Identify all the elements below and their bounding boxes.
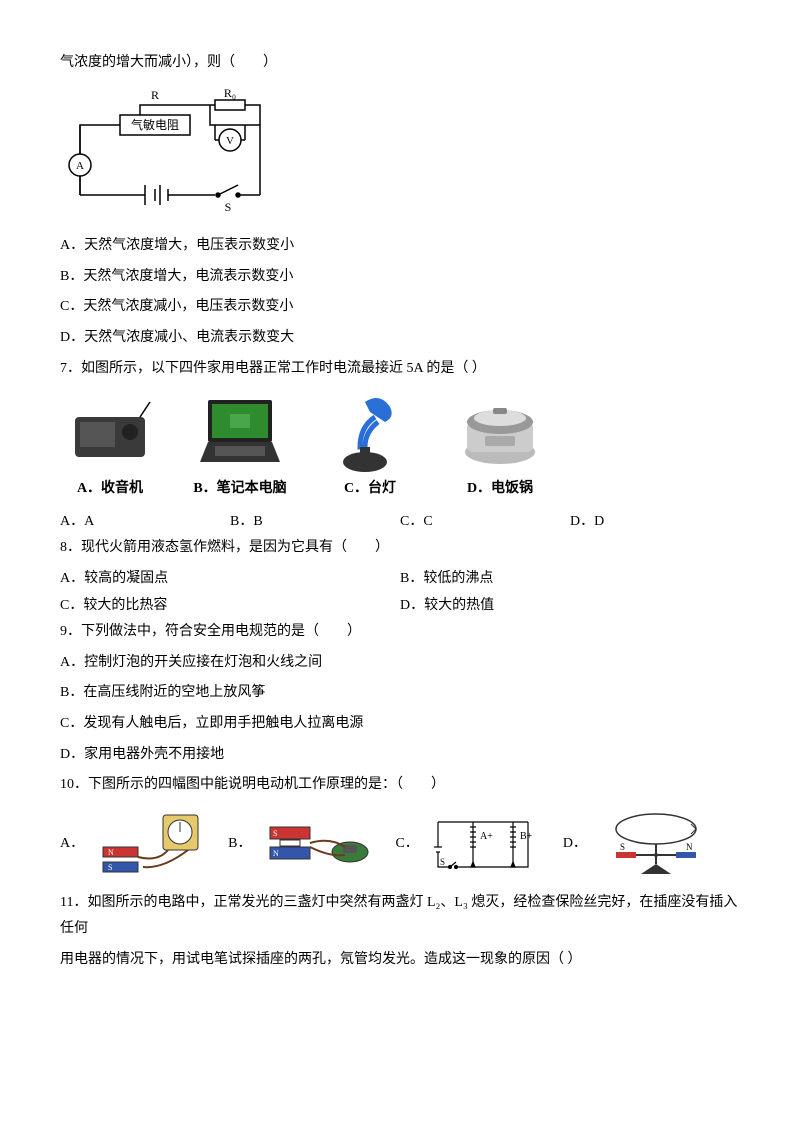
appliance-laptop: B．笔记本电脑	[190, 392, 290, 503]
voltmeter-label: V	[226, 135, 234, 147]
r-label: R	[151, 88, 159, 102]
circuit-diagram: 气敏电阻 R R₀ V A S	[60, 85, 740, 226]
appliance-lamp-label: C．台灯	[320, 476, 420, 503]
q10d-s: S	[620, 842, 625, 852]
q8-option-d: D．较大的热值	[400, 593, 740, 620]
q8-option-c: C．较大的比热容	[60, 593, 400, 620]
svg-text:N: N	[273, 849, 279, 858]
q7-answer-b: B．B	[230, 509, 400, 536]
appliance-radio: A．收音机	[60, 392, 160, 503]
q10-fig-a: A． N S	[60, 807, 218, 882]
q10-fig-b: B． S N	[228, 807, 385, 882]
appliance-laptop-label: B．笔记本电脑	[190, 476, 290, 503]
appliance-radio-label: A．收音机	[60, 476, 160, 503]
q8-option-a: A．较高的凝固点	[60, 566, 400, 593]
q8-option-b: B．较低的沸点	[400, 566, 740, 593]
ammeter-label: A	[76, 160, 84, 172]
q10-label-a: A．	[60, 831, 84, 858]
gas-box-label: 气敏电阻	[131, 117, 179, 132]
svg-text:S: S	[440, 857, 445, 867]
q11-line1: 11．如图所示的电路中，正常发光的三盏灯中突然有两盏灯 L₂、L₃ 熄灭，经检查…	[60, 890, 740, 943]
q8-stem: 8．现代火箭用液态氢作燃料，是因为它具有（ ）	[60, 535, 740, 562]
q9-stem: 9．下列做法中，符合安全用电规范的是（ ）	[60, 619, 740, 646]
q9-option-d: D．家用电器外壳不用接地	[60, 742, 740, 769]
appliance-cooker: D．电饭锅	[450, 392, 550, 503]
svg-text:N: N	[108, 848, 114, 857]
q6-option-b: B．天然气浓度增大，电流表示数变小	[60, 264, 740, 291]
q10-figures: A． N S B． S N	[60, 807, 740, 882]
q10c-aplus: A+	[480, 831, 493, 842]
switch-label: S	[225, 200, 232, 214]
q7-answer-d: D．D	[570, 509, 740, 536]
q9-option-c: C．发现有人触电后，立即用手把触电人拉离电源	[60, 711, 740, 738]
q10d-n: N	[686, 842, 693, 852]
appliance-cooker-label: D．电饭锅	[450, 476, 550, 503]
intro-line: 气浓度的增大而减小），则（ ）	[60, 50, 740, 77]
svg-text:S: S	[108, 863, 112, 872]
q10-label-b: B．	[228, 831, 251, 858]
q9-option-a: A．控制灯泡的开关应接在灯泡和火线之间	[60, 650, 740, 677]
q10-fig-d: D． S N	[563, 807, 721, 882]
q7-answers: A．A B．B C．C D．D	[60, 509, 740, 536]
r0-label: R₀	[224, 86, 236, 100]
q11-line2: 用电器的情况下，用试电笔试探插座的两孔，氖管均发光。造成这一现象的原因（ ）	[60, 947, 740, 974]
q7-answer-a: A．A	[60, 509, 230, 536]
q6-option-a: A．天然气浓度增大，电压表示数变小	[60, 233, 740, 260]
appliance-lamp: C．台灯	[320, 392, 420, 503]
q7-stem: 7．如图所示，以下四件家用电器正常工作时电流最接近 5A 的是（ ）	[60, 356, 740, 383]
q7-answer-c: C．C	[400, 509, 570, 536]
svg-text:S: S	[273, 829, 277, 838]
q9-option-b: B．在高压线附近的空地上放风筝	[60, 680, 740, 707]
q10c-bplus: B+	[520, 831, 533, 842]
q10-label-d: D．	[563, 831, 587, 858]
q6-option-c: C．天然气浓度减小，电压表示数变小	[60, 294, 740, 321]
q10-label-c: C．	[395, 831, 418, 858]
q10-fig-c: C．	[395, 807, 552, 882]
q6-option-d: D．天然气浓度减小、电流表示数变大	[60, 325, 740, 352]
appliance-row: A．收音机 B．笔记本电脑 C．台灯	[60, 392, 740, 503]
q10-stem: 10．下图所示的四幅图中能说明电动机工作原理的是：（ ）	[60, 772, 740, 799]
